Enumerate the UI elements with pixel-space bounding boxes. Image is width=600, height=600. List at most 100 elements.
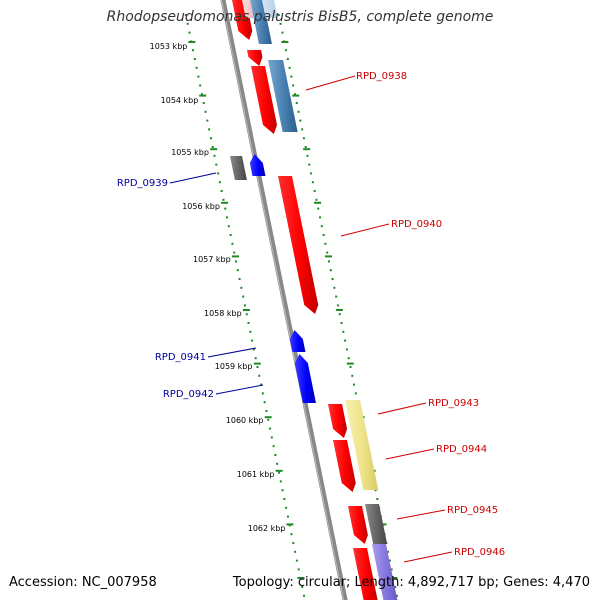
tick-dot [281,31,284,34]
gene-forward-arrow [251,66,278,134]
kbp-label: 1053 kbp [150,42,188,51]
label-leader-line [403,551,453,563]
tick-dot [247,322,250,324]
label-leader-line [215,384,264,395]
tick-dot [294,550,297,553]
tick-dot [276,462,279,465]
gene-category-block [242,0,254,18]
tick-dot [333,286,336,289]
tick-dot [303,594,306,597]
tick-dot [215,163,218,166]
tick-dot [249,330,252,333]
label-leader-line [207,347,257,358]
tick-dot [204,110,207,113]
tick-dot [297,568,300,571]
gene-category-block [365,504,388,544]
tick-dot [197,75,200,78]
tick-dot [299,119,302,122]
gene-category-block [268,60,298,132]
tick-dot [238,278,241,280]
tick-dot [308,163,311,166]
tick-dot [394,586,397,588]
kbp-label: 1055 kbp [171,148,209,157]
tick-dot [254,357,257,360]
gene-reverse-arrow [294,354,316,403]
tick-dot [277,14,280,16]
tick-dot [184,14,187,16]
tick-dot [335,295,338,298]
tick-dot [265,410,268,412]
kbp-label: 1060 kbp [226,416,264,425]
tick-dot [295,559,298,562]
gene-forward-arrow [348,506,368,544]
tick-dot [285,506,288,509]
tick-dot [347,357,350,360]
tick-dot [290,533,293,536]
kbp-label: 1062 kbp [248,524,286,533]
tick-dot [304,146,307,148]
gene-reverse-arrow [249,154,266,176]
tick-dot [279,22,282,25]
tick-dot [211,146,214,148]
tick-dot [281,489,284,492]
gene-category-block [230,156,247,180]
tick-dot [306,154,309,157]
gene-forward-arrow [278,176,319,314]
tick-dot [193,58,196,60]
tick-dot [301,586,304,588]
tick-dot [243,304,246,307]
tick-dot [186,22,189,25]
tick-dot [283,498,286,500]
tick-dot [269,427,272,430]
tick-dot [338,313,341,316]
tick-dot [199,84,202,87]
tick-dot [234,260,237,263]
tick-dot [327,260,330,263]
tick-dot [311,181,314,184]
tick-dot [277,471,280,474]
kbp-label: 1059 kbp [215,362,253,371]
tick-dot [317,207,320,210]
label-leader-line [305,75,356,91]
tick-dot [256,366,259,368]
gene-label: RPD_0944 [436,444,487,455]
backbone-line [220,0,348,600]
tick-dot [188,31,191,34]
tick-dot [208,128,211,131]
kbp-label: 1054 kbp [161,96,199,105]
tick-dot [290,75,293,78]
tick-dot [349,366,352,368]
gene-forward-arrow [328,404,348,438]
gene-label: RPD_0945 [447,505,498,516]
tick-dot [252,348,255,351]
tick-dot [322,234,325,236]
tick-dot [329,269,332,272]
kbp-label: 1061 kbp [237,470,275,479]
gene-category-block [372,544,398,600]
gene-forward-arrow [247,50,263,66]
gene-category-block [262,0,278,18]
tick-dot [220,190,223,192]
tick-dot [233,251,236,254]
gene-label: RPD_0941 [155,352,206,363]
tick-dot [270,436,273,439]
feature-tracks [230,0,398,600]
backbone-highlight [220,0,345,600]
gene-category-block [345,400,379,490]
tick-dot [286,515,289,518]
tick-dot [213,154,216,157]
tick-dot [302,137,305,140]
tick-dot [301,128,304,131]
tick-dot [374,489,377,492]
tick-dot [227,225,230,228]
tick-dot [336,304,339,307]
tick-dot [390,568,393,571]
tick-dot [310,172,313,175]
kbp-label: 1056 kbp [182,202,220,211]
gene-label: RPD_0940 [391,219,442,230]
accession-text: Accession: NC_007958 [9,575,157,590]
tick-dot [396,594,399,597]
gene-label: RPD_0943 [428,398,479,409]
tick-dot [231,242,234,245]
tick-dot [229,234,232,236]
